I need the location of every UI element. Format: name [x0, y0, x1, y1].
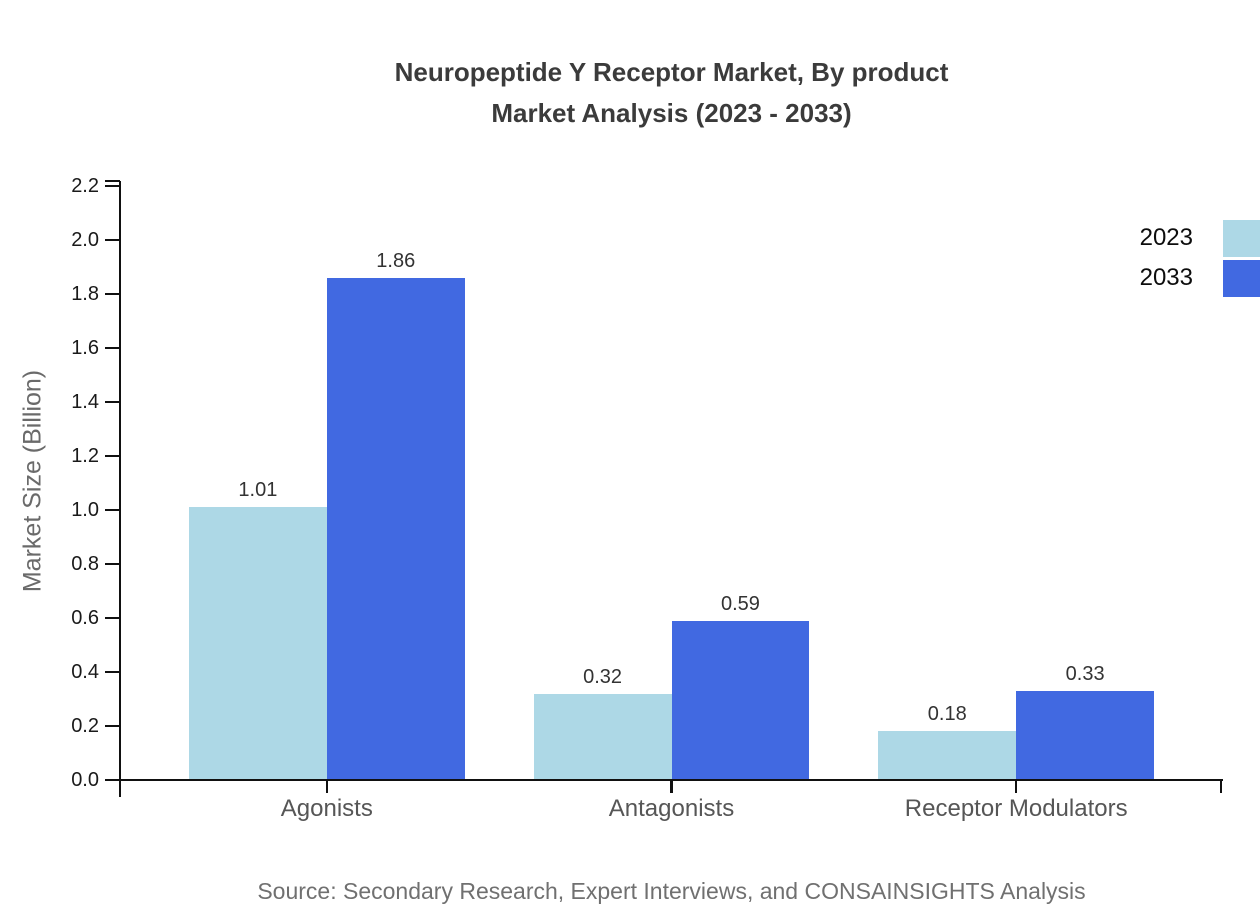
x-tick — [1014, 780, 1018, 793]
legend-item-2023: 2023 — [1140, 218, 1260, 258]
y-tick — [105, 724, 120, 728]
bar-value-label: 1.86 — [376, 249, 416, 272]
y-tick-label: 1.0 — [71, 499, 99, 521]
bar-2023-antagonists — [533, 693, 672, 780]
legend-swatch-2023 — [1223, 219, 1260, 257]
y-tick-label: 1.2 — [71, 445, 99, 467]
y-tick-label: 1.8 — [71, 283, 99, 305]
y-tick-label: 2.0 — [71, 229, 99, 251]
x-tick — [670, 780, 673, 793]
source-note: Source: Secondary Research, Expert Inter… — [257, 878, 1086, 904]
legend-label-2033: 2033 — [1139, 264, 1193, 291]
bar-2033-antagonists — [671, 620, 810, 780]
x-tick — [325, 780, 329, 793]
bar-2023-agonists — [188, 507, 327, 780]
y-tick — [105, 346, 120, 350]
bar-value-label: 0.33 — [1065, 662, 1105, 685]
y-tick-label: 0.0 — [71, 769, 99, 791]
bar-2033-agonists — [326, 277, 465, 780]
y-tick — [105, 508, 120, 512]
y-tick — [105, 400, 120, 404]
y-tick — [105, 670, 120, 674]
bar-value-label: 0.18 — [927, 703, 967, 726]
y-tick — [105, 238, 120, 242]
legend: 2023 2033 — [1140, 218, 1260, 298]
y-tick-label: 1.4 — [71, 391, 99, 413]
x-category-label: Antagonists — [608, 795, 735, 822]
bar-value-label: 0.32 — [583, 665, 623, 688]
y-tick-label: 0.6 — [71, 607, 99, 629]
y-tick-label: 0.4 — [71, 661, 99, 683]
y-tick-label: 1.6 — [71, 337, 99, 359]
x-axis-end-tick — [1219, 780, 1223, 793]
legend-swatch-2033 — [1223, 259, 1260, 297]
x-category-label: Agonists — [280, 795, 373, 822]
chart-title-line-2: Market Analysis (2023 - 2033) — [491, 98, 852, 128]
y-tick — [105, 562, 120, 566]
y-tick — [105, 184, 120, 188]
x-category-label: Receptor Modulators — [904, 795, 1128, 822]
y-tick — [105, 292, 120, 296]
legend-item-2033: 2033 — [1140, 258, 1260, 298]
y-axis-spine — [118, 181, 122, 797]
y-tick-label: 0.8 — [71, 553, 99, 575]
y-axis-end-cap — [105, 179, 120, 183]
bar-2033-receptor-modulators — [1016, 690, 1155, 780]
legend-label-2023: 2023 — [1139, 224, 1193, 251]
y-tick-label: 0.2 — [71, 715, 99, 737]
y-tick — [105, 778, 120, 782]
y-tick — [105, 454, 120, 458]
bar-value-label: 1.01 — [238, 479, 278, 502]
y-tick — [105, 616, 120, 620]
x-axis-spine — [105, 778, 1223, 782]
y-tick-label: 2.2 — [71, 175, 99, 197]
bar-value-label: 0.59 — [720, 592, 760, 615]
bar-2023-receptor-modulators — [878, 731, 1017, 780]
chart-title-line-1: Neuropeptide Y Receptor Market, By produ… — [394, 57, 949, 87]
chart-title: Neuropeptide Y Receptor Market, By produ… — [120, 52, 1223, 134]
